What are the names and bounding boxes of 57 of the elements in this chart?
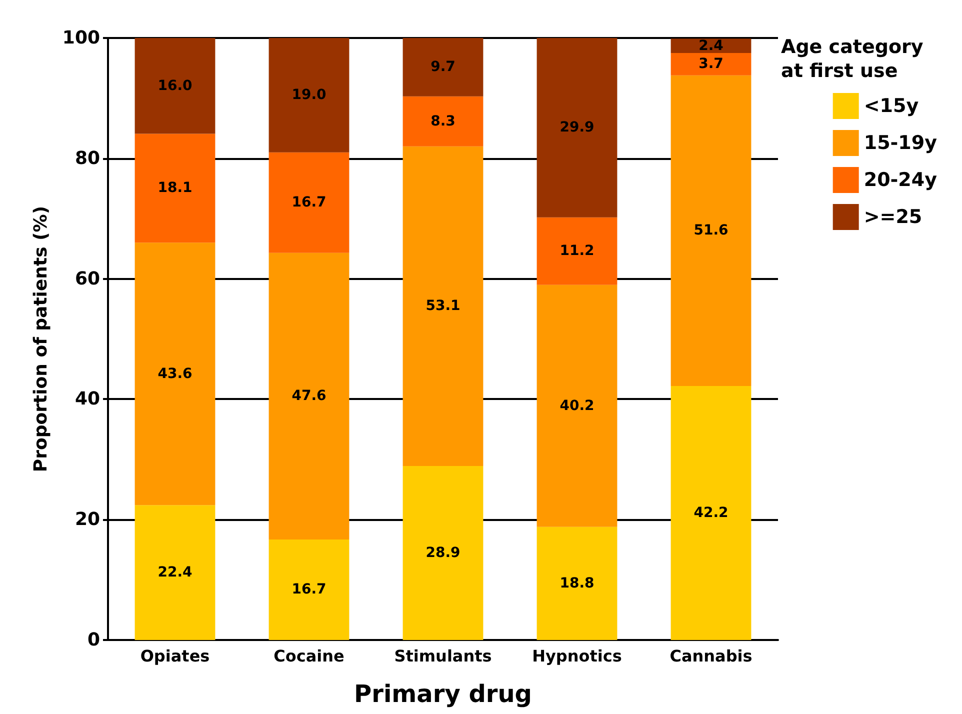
data-label: 43.6 [158, 366, 192, 382]
bar [268, 252, 350, 540]
data-label: 16.7 [292, 582, 326, 598]
legend-label: 15-19y [864, 132, 938, 154]
legend-label: 20-24y [864, 169, 938, 191]
data-label: 53.1 [426, 298, 460, 314]
bar [134, 38, 216, 134]
bar [134, 134, 216, 243]
x-tick-label: Cocaine [274, 646, 345, 666]
bar [536, 217, 618, 285]
bar [134, 242, 216, 506]
x-tick-label: Stimulants [394, 646, 492, 666]
bar [402, 146, 484, 466]
data-label: 28.9 [426, 545, 460, 562]
bar [670, 53, 752, 76]
x-tick-label: Cannabis [670, 646, 752, 666]
legend-label: >=25 [864, 206, 922, 228]
x-tick-label: Hypnotics [532, 646, 622, 666]
data-label: 16.7 [292, 194, 326, 211]
data-label: 47.6 [292, 388, 326, 404]
data-label: 3.7 [698, 56, 724, 72]
data-label: 18.8 [560, 575, 594, 592]
y-tick-label: 40 [74, 388, 100, 410]
y-tick-label: 20 [74, 509, 100, 530]
data-label: 8.3 [430, 113, 456, 130]
data-label: 2.4 [698, 38, 724, 54]
bar [402, 38, 484, 96]
y-tick-label: 80 [74, 148, 100, 169]
bar [268, 152, 350, 253]
data-label: 22.4 [158, 564, 193, 581]
legend-label: <15y [864, 95, 920, 117]
bar [670, 386, 752, 640]
bar [268, 38, 350, 152]
data-label: 40.2 [560, 398, 594, 414]
legend-title: Age category at first use [781, 36, 930, 82]
bar [536, 284, 618, 527]
data-label: 42.2 [694, 504, 728, 521]
x-tick-label: Opiates [140, 646, 210, 666]
data-label: 29.9 [560, 120, 594, 136]
y-tick-label: 0 [87, 630, 100, 650]
data-label: 18.1 [158, 180, 192, 196]
data-label: 19.0 [292, 87, 327, 104]
bar [134, 505, 216, 640]
bar [402, 466, 484, 640]
bar [670, 75, 752, 386]
bar [536, 526, 618, 640]
bar [536, 38, 618, 218]
y-tick-label: 100 [62, 28, 100, 48]
data-label: 11.2 [560, 243, 594, 260]
bar [402, 96, 484, 146]
y-axis-title: Proportion of patients (%) [30, 206, 52, 472]
x-axis-title: Primary drug [354, 680, 532, 708]
data-label: 51.6 [694, 222, 728, 239]
data-label: 16.0 [158, 78, 193, 94]
bar [268, 539, 350, 640]
data-label: 9.7 [430, 59, 456, 76]
y-tick-label: 60 [74, 268, 100, 290]
